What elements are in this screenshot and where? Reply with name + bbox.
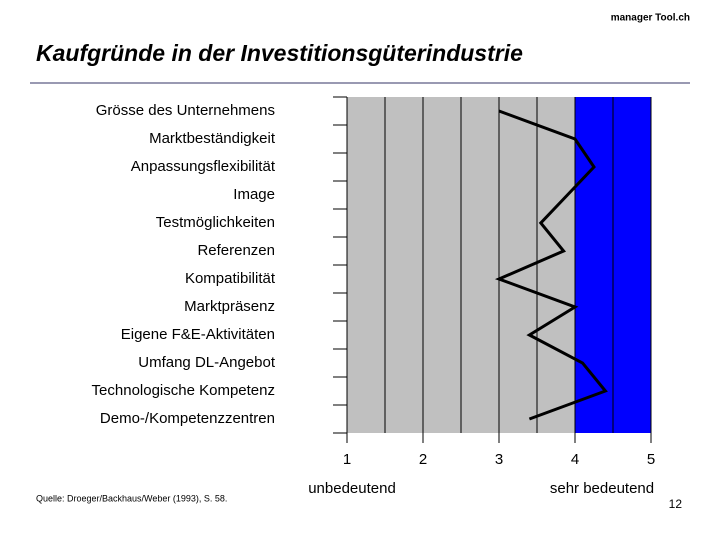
category-label: Umfang DL-Angebot [138, 354, 276, 371]
category-label: Demo-/Kompetenzzentren [100, 410, 275, 427]
category-label: Grösse des Unternehmens [96, 102, 275, 119]
category-label: Image [233, 186, 275, 203]
category-label: Marktbeständigkeit [149, 130, 276, 147]
x-tick-label: 2 [419, 451, 427, 468]
x-tick-label: 3 [495, 451, 503, 468]
category-label: Marktpräsenz [184, 298, 275, 315]
x-tick-label: 4 [571, 451, 579, 468]
x-tick-label: 5 [647, 451, 655, 468]
category-label: Kompatibilität [185, 270, 276, 287]
category-label: Eigene F&E-Aktivitäten [121, 326, 275, 343]
category-label: Anpassungsflexibilität [131, 158, 276, 175]
page-number: 12 [669, 497, 683, 511]
chart-title: Kaufgründe in der Investitionsgüterindus… [36, 40, 523, 66]
category-label: Referenzen [197, 242, 275, 259]
annotation-low: unbedeutend [308, 480, 396, 497]
annotation-high: sehr bedeutend [550, 480, 654, 497]
header-brand: manager Tool.ch [611, 13, 690, 24]
x-tick-label: 1 [343, 451, 351, 468]
profile-line [494, 109, 608, 421]
category-label: Technologische Kompetenz [92, 382, 275, 399]
source-note: Quelle: Droeger/Backhaus/Weber (1993), S… [36, 493, 227, 503]
category-label: Testmöglichkeiten [156, 214, 275, 231]
